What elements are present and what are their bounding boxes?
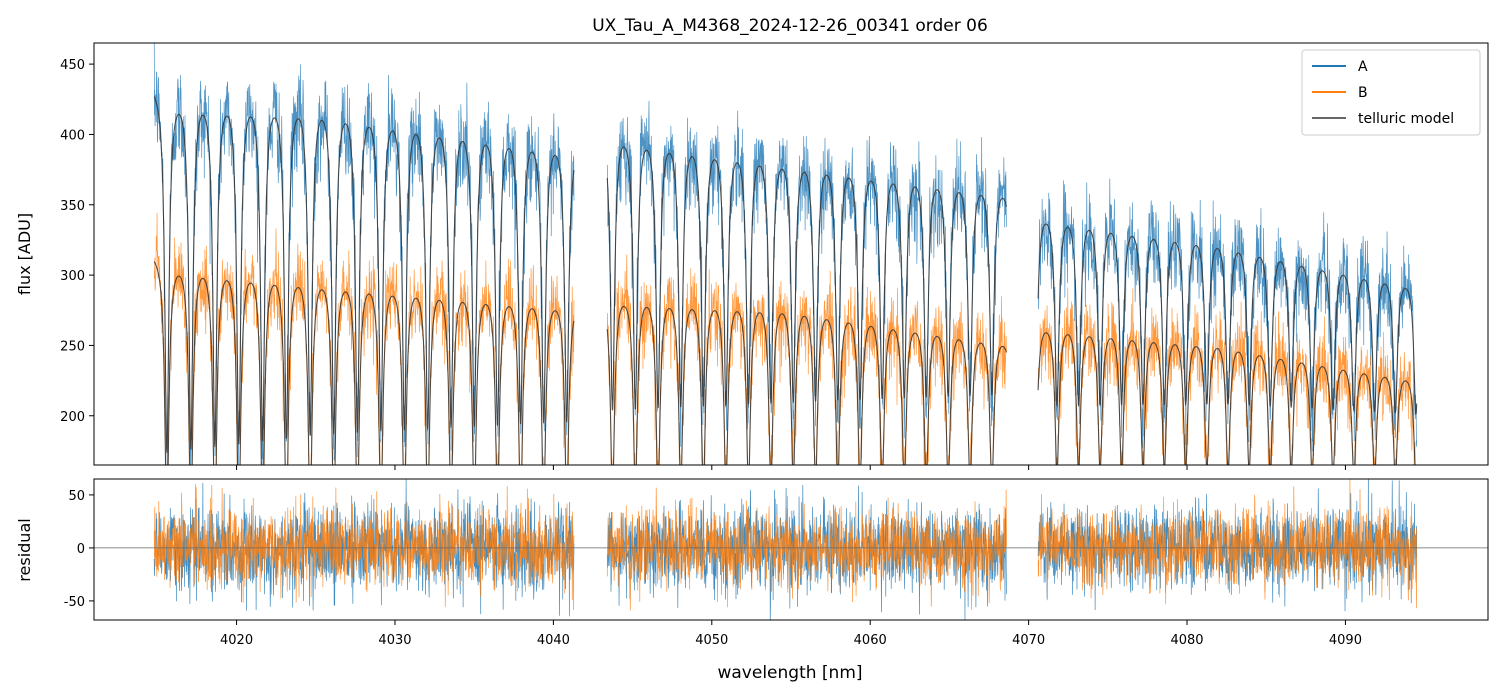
telluric-model-A-segment-2 (606, 146, 1007, 411)
bottom-ytick-label: -50 (64, 595, 85, 610)
top-y-axis-label: flux [ADU] (15, 213, 34, 295)
series-A-segment-1 (153, 43, 575, 465)
residual-B-segment-2 (606, 487, 1007, 611)
bottom-ytick-label: 0 (77, 542, 85, 557)
top-ytick-label: 300 (60, 269, 85, 284)
legend-label-model: telluric model (1358, 111, 1454, 127)
series-A-segment-3 (1038, 178, 1418, 452)
legend-box (1301, 49, 1481, 136)
bottom-y-axis-label: residual (15, 518, 34, 581)
residual-A-segment-1 (153, 479, 575, 617)
bottom-xtick-label: 4070 (1012, 633, 1045, 648)
top-ytick-label: 400 (60, 128, 85, 143)
top-ytick-label: 250 (60, 339, 85, 354)
legend: A B telluric model (1301, 49, 1481, 136)
bottom-xtick-label: 4050 (695, 633, 728, 648)
bottom-xtick-label: 4060 (854, 633, 887, 648)
telluric-model-B-segment-1 (153, 261, 575, 465)
residual-B-segment-3 (1037, 479, 1418, 609)
bottom-ytick-label: 50 (68, 489, 85, 504)
x-axis-label: wavelength [nm] (717, 663, 862, 683)
top-ytick-label: 350 (60, 199, 85, 214)
series-B-segment-1 (153, 212, 575, 465)
telluric-model-B-segment-2 (606, 305, 1007, 465)
top-plot-area (153, 43, 1418, 465)
top-axes: 200 250 300 350 400 450 (60, 58, 1346, 470)
telluric-model-A-segment-3 (1037, 223, 1418, 415)
residual-B-segment-1 (153, 483, 575, 611)
bottom-axes-frame (93, 478, 1489, 621)
bottom-axes: -50 0 50 4020 4030 4040 4050 4060 4070 4080 4090 (64, 489, 1362, 648)
bottom-xtick-label: 4030 (378, 633, 411, 648)
top-ytick-label: 200 (60, 410, 85, 425)
bottom-xtick-label: 4080 (1170, 633, 1203, 648)
bottom-xtick-label: 4090 (1329, 633, 1362, 648)
legend-label-A: A (1358, 59, 1368, 75)
chart-title: UX_Tau_A_M4368_2024-12-26_00341 order 06 (592, 16, 988, 36)
telluric-model-A-segment-1 (153, 96, 575, 453)
bottom-xtick-label: 4040 (537, 633, 570, 648)
series-B-segment-2 (606, 254, 1007, 465)
top-axes-frame (93, 42, 1489, 466)
bottom-xtick-label: 4020 (220, 633, 253, 648)
telluric-model-B-segment-3 (1037, 332, 1416, 465)
legend-label-B: B (1358, 85, 1368, 101)
top-ytick-label: 450 (60, 58, 85, 73)
bottom-plot-area (94, 479, 1488, 620)
series-A-segment-2 (606, 100, 1007, 447)
